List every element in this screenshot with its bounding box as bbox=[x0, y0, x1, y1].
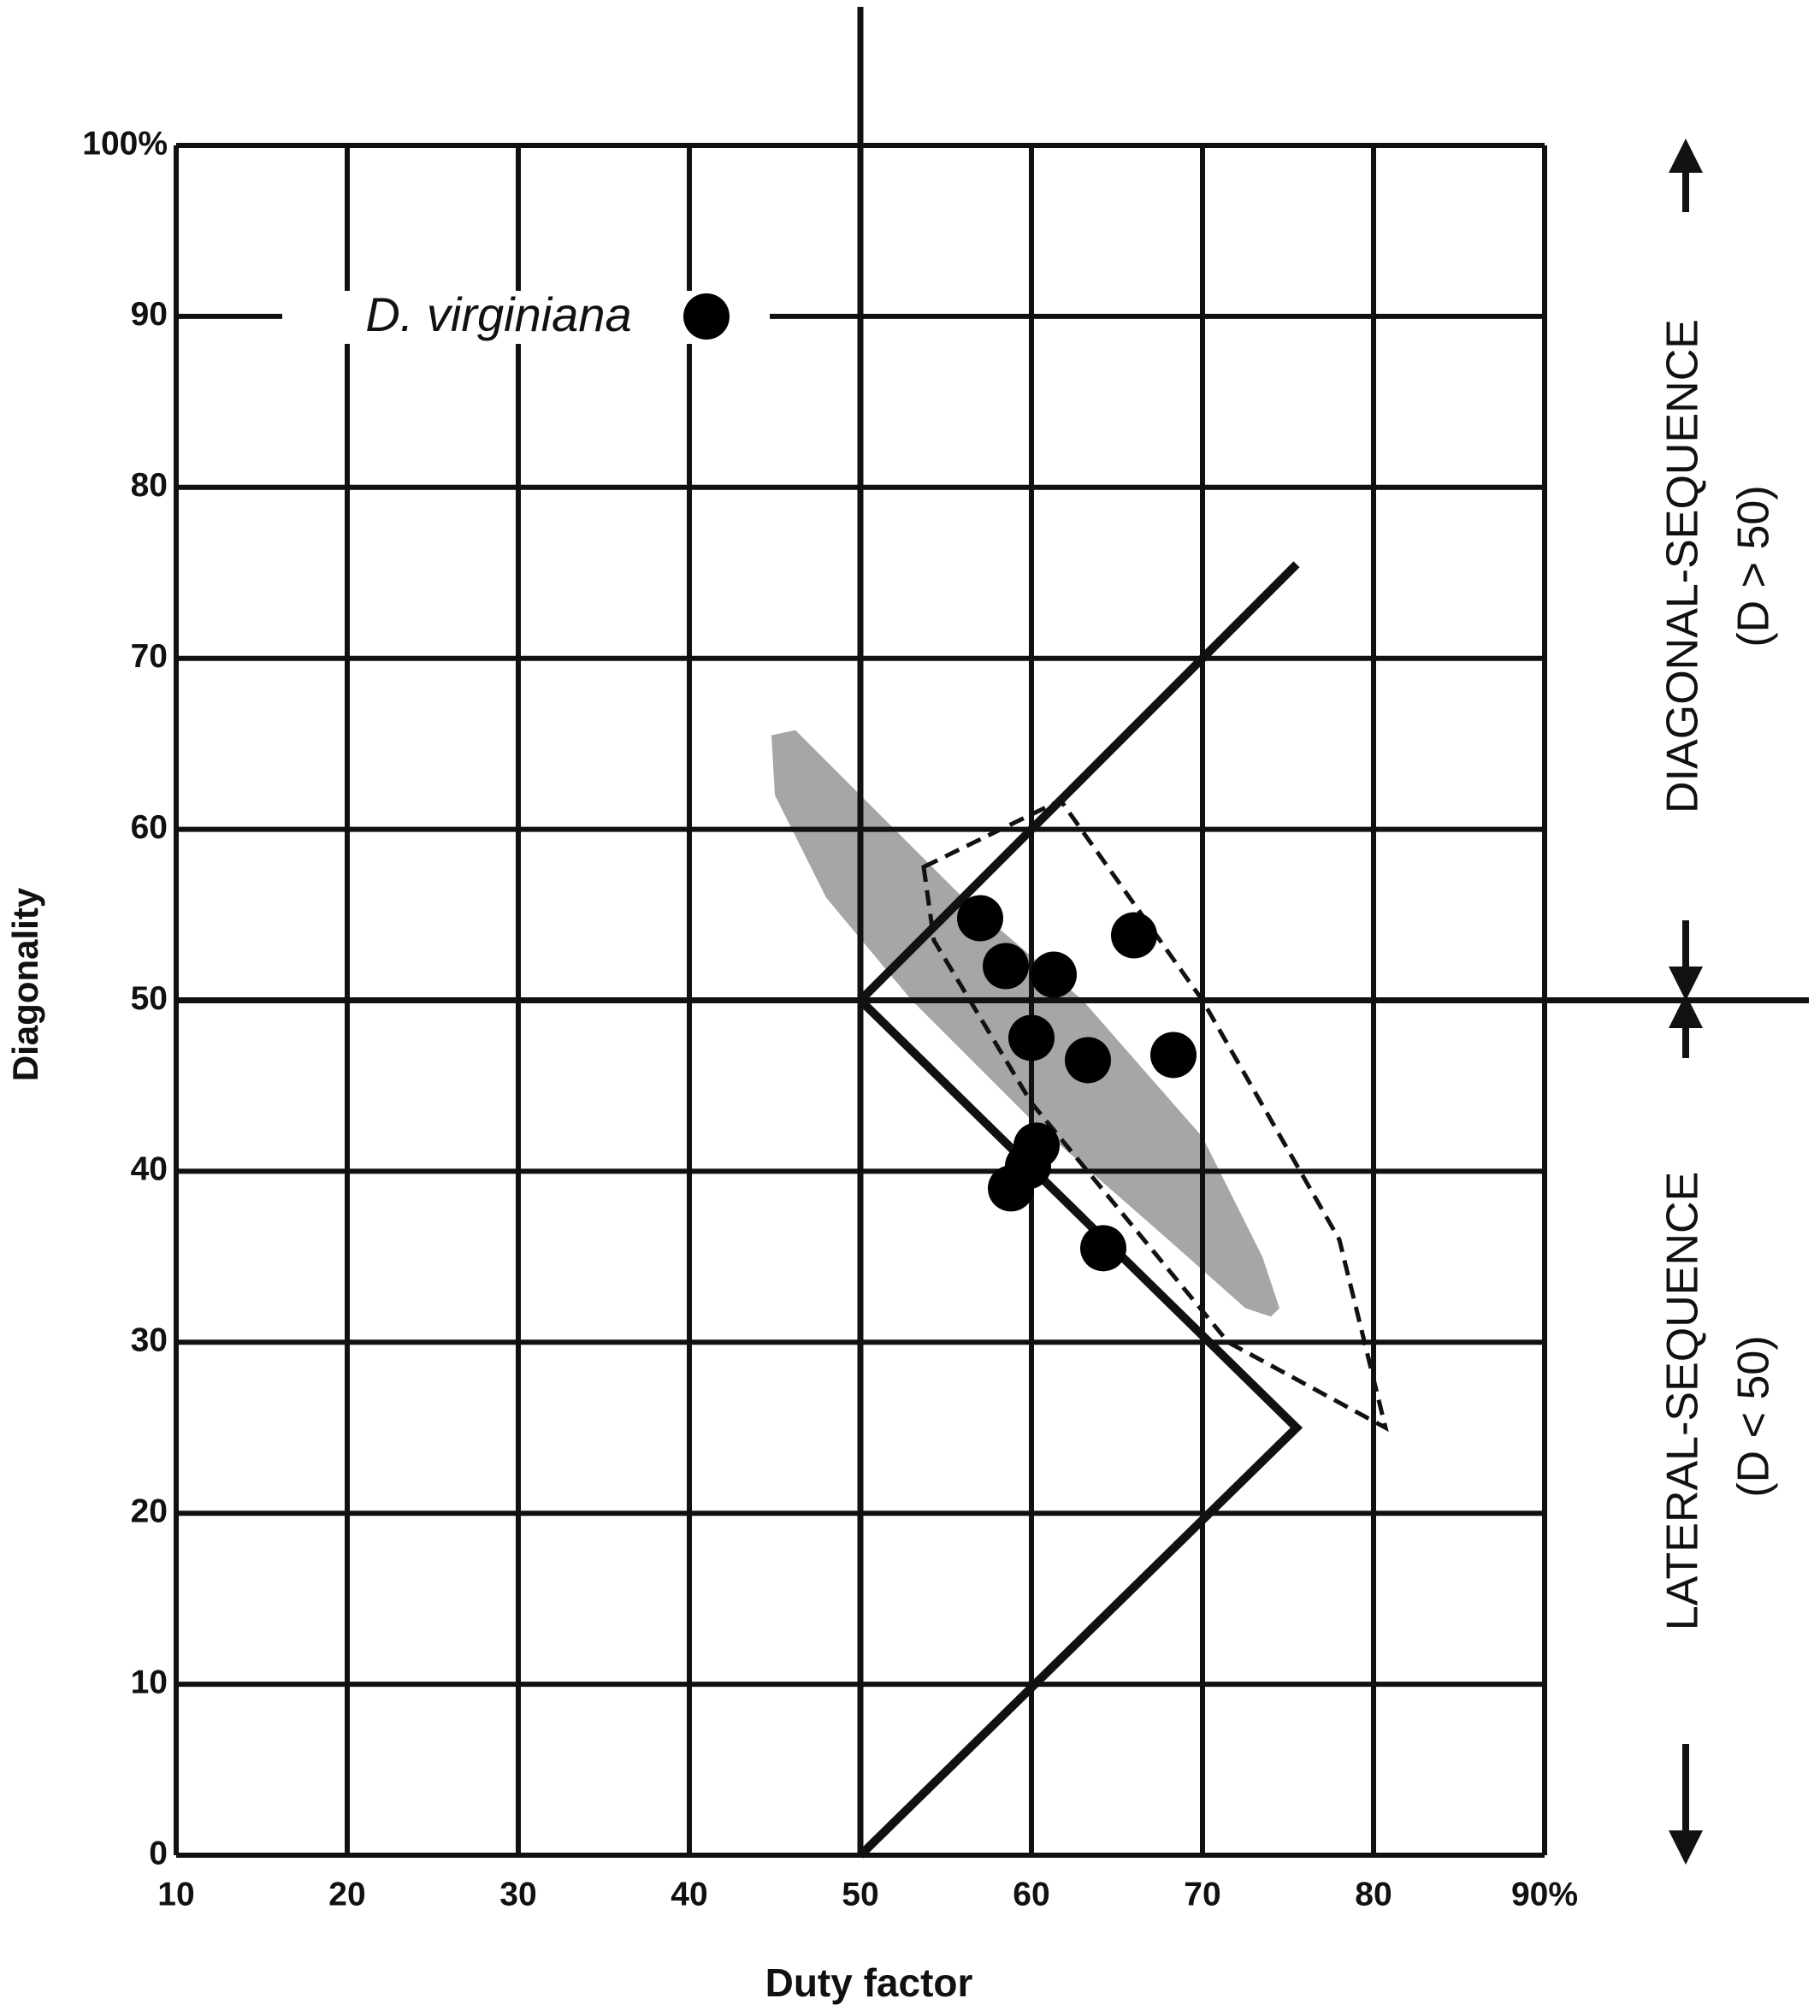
y-tick-label: 30 bbox=[131, 1322, 168, 1359]
x-tick-label: 60 bbox=[1013, 1876, 1049, 1913]
plot-area: 10 20 30 40 50 60 70 80 90% 0 10 20 30 40 50 60 70 80 90 10… bbox=[82, 7, 1809, 1913]
legend-marker bbox=[683, 293, 730, 340]
x-tick-label: 80 bbox=[1355, 1876, 1392, 1913]
annotation: DIAGONAL-SEQUENCE bbox=[1658, 319, 1708, 813]
y-tick-label: 40 bbox=[131, 1151, 168, 1188]
x-tick-label: 20 bbox=[328, 1876, 365, 1913]
annotation: (D > 50) bbox=[1729, 485, 1779, 647]
y-tick-label: 0 bbox=[149, 1835, 168, 1871]
data-point bbox=[1065, 1037, 1111, 1084]
x-axis-label: Duty factor bbox=[765, 1960, 973, 2005]
y-tick-label: 60 bbox=[131, 809, 168, 846]
boundary-line bbox=[854, 561, 1303, 1859]
y-tick-label: 100% bbox=[82, 125, 168, 162]
y-axis-label: Diagonality bbox=[5, 887, 45, 1081]
x-tick-label: 30 bbox=[499, 1876, 536, 1913]
data-point bbox=[957, 895, 1003, 942]
y-tick-label: 70 bbox=[131, 638, 168, 675]
annotation: (D < 50) bbox=[1729, 1335, 1779, 1497]
x-tick-label: 50 bbox=[842, 1876, 878, 1913]
x-tick-label: 10 bbox=[157, 1876, 194, 1913]
legend-label: D. virginiana bbox=[365, 287, 631, 341]
y-tick-label: 50 bbox=[131, 980, 168, 1017]
annotation: LATERAL-SEQUENCE bbox=[1658, 1172, 1708, 1631]
data-point bbox=[1031, 951, 1077, 998]
x-tick-label: 40 bbox=[671, 1876, 707, 1913]
data-point bbox=[988, 1165, 1034, 1212]
data-point bbox=[1080, 1225, 1126, 1272]
x-tick-label: 70 bbox=[1184, 1876, 1220, 1913]
y-tick-label: 20 bbox=[131, 1493, 168, 1529]
dashed-region bbox=[921, 797, 1389, 1433]
data-point bbox=[1111, 912, 1157, 959]
y-tick-label: 90 bbox=[131, 296, 168, 333]
y-tick-label: 80 bbox=[131, 467, 168, 504]
data-point bbox=[983, 943, 1029, 990]
data-point bbox=[1008, 1014, 1055, 1061]
y-tick-label: 10 bbox=[131, 1664, 168, 1700]
data-point bbox=[1150, 1032, 1197, 1079]
x-tick-label: 90% bbox=[1511, 1876, 1578, 1913]
